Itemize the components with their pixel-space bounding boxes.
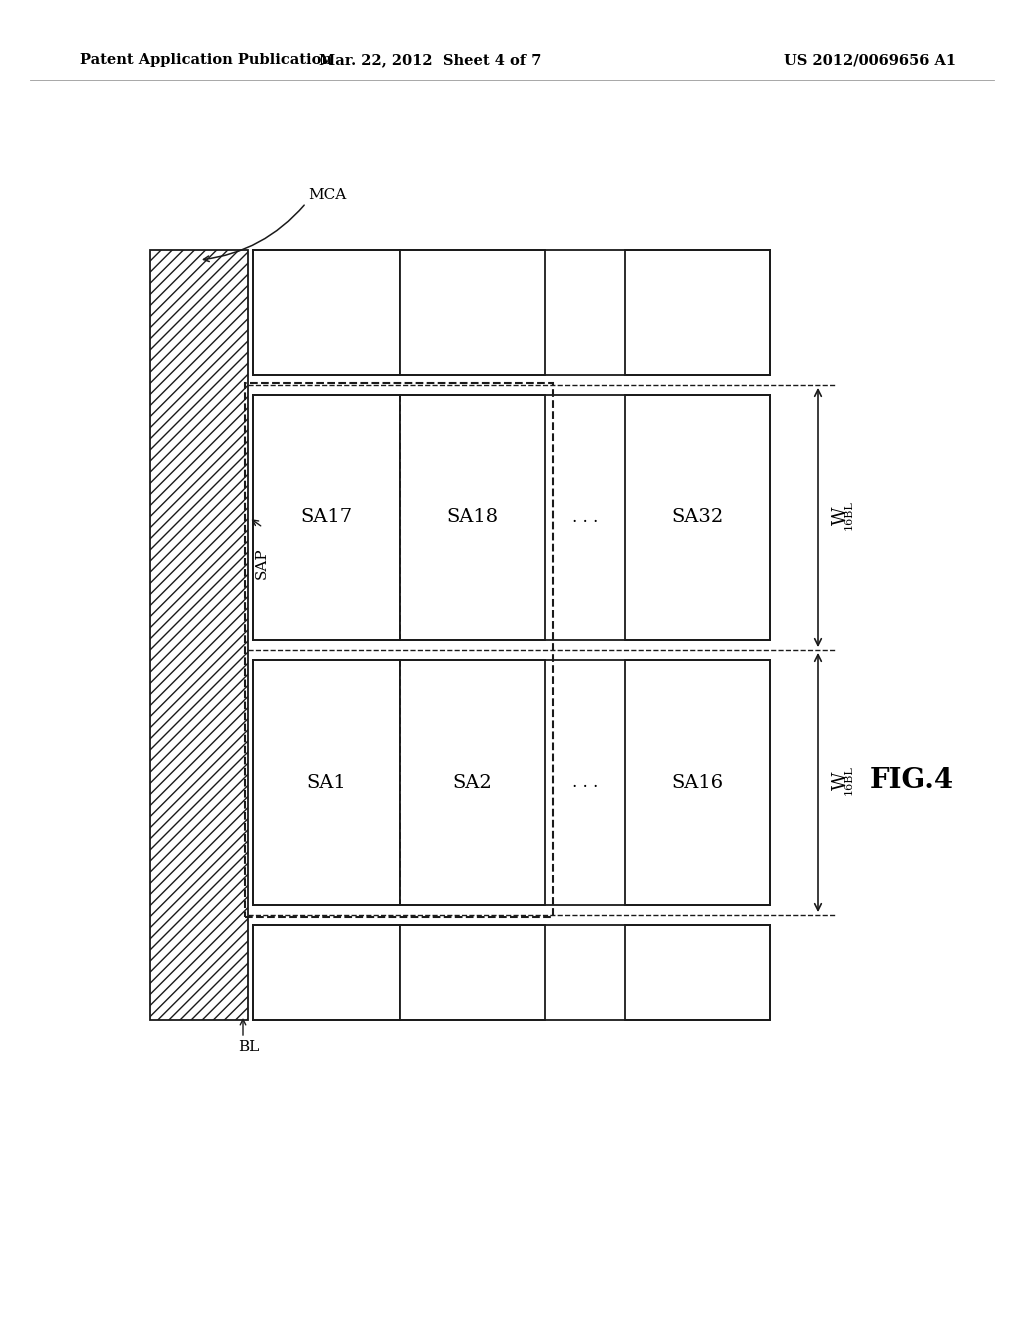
Text: SA17: SA17 [300,508,352,527]
Text: BL: BL [238,1040,259,1053]
Text: W: W [831,507,850,525]
Text: SA2: SA2 [453,774,493,792]
Bar [625,925,770,1020]
Bar [253,925,400,1020]
Text: US 2012/0069656 A1: US 2012/0069656 A1 [784,53,956,67]
Bar [625,249,770,375]
Bar [625,395,770,640]
Text: 16BL: 16BL [844,766,854,796]
Bar [245,383,553,917]
Bar [400,395,545,640]
Bar [400,249,545,375]
Text: SA18: SA18 [446,508,499,527]
Text: MCA: MCA [308,187,346,202]
Bar [400,660,545,906]
Text: . . .: . . . [571,510,598,525]
Bar [400,925,545,1020]
Text: . . .: . . . [571,774,598,791]
Text: SA16: SA16 [672,774,724,792]
Bar [253,660,400,906]
Bar [150,249,248,1020]
Text: SAP: SAP [255,548,269,579]
Text: Patent Application Publication: Patent Application Publication [80,53,332,67]
Bar [253,395,400,640]
Bar [625,660,770,906]
Text: 16BL: 16BL [844,500,854,531]
Bar [253,249,400,375]
Text: W: W [831,771,850,789]
Text: Mar. 22, 2012  Sheet 4 of 7: Mar. 22, 2012 Sheet 4 of 7 [318,53,542,67]
Text: SA32: SA32 [672,508,724,527]
Text: SA1: SA1 [306,774,346,792]
Text: FIG.4: FIG.4 [870,767,954,793]
